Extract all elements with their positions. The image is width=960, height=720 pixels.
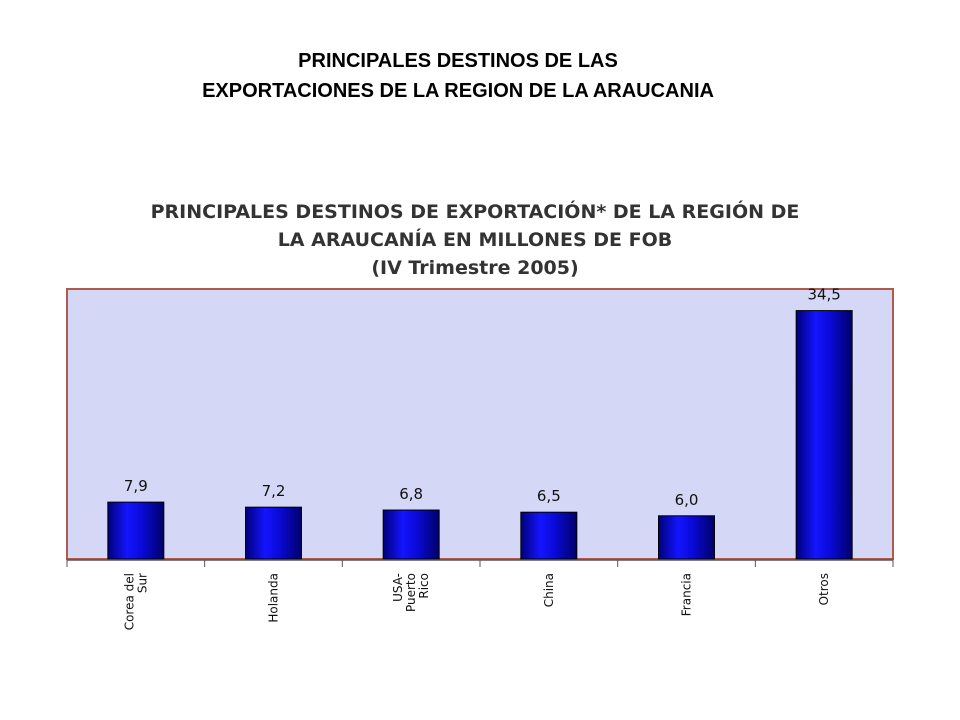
data-label: 7,2 <box>262 482 286 500</box>
category-label-line: Sur <box>135 573 149 593</box>
category-label: USA- Puerto Rico <box>391 573 431 612</box>
slide-title-line-1: PRINCIPALES DESTINOS DE LAS <box>298 50 618 72</box>
bar <box>107 501 165 560</box>
chart-title-line-3: (IV Trimestre 2005) <box>371 257 579 279</box>
data-label: 6,8 <box>399 485 423 503</box>
chart-title: PRINCIPALES DESTINOS DE EXPORTACIÓN* DE … <box>70 198 880 282</box>
data-label: 34,5 <box>807 286 840 304</box>
slide-title: PRINCIPALES DESTINOS DE LAS EXPORTACIONE… <box>0 46 916 106</box>
data-label: 7,9 <box>124 477 148 495</box>
slide-title-line-2: EXPORTACIONES DE LA REGION DE LA ARAUCAN… <box>202 80 714 102</box>
category-label: Francia <box>680 573 694 616</box>
chart-title-line-1: PRINCIPALES DESTINOS DE EXPORTACIÓN* DE … <box>150 201 800 223</box>
bar <box>245 506 302 560</box>
category-label-line: Puerto <box>404 573 418 612</box>
chart-title-line-2: LA ARAUCANÍA EN MILLONES DE FOB <box>277 229 673 251</box>
data-label: 6,5 <box>537 487 561 505</box>
bar <box>658 515 715 560</box>
category-label: Corea del Sur <box>122 573 149 630</box>
category-label-line: USA- <box>391 573 405 602</box>
category-label-line: Francia <box>680 573 694 616</box>
data-label: 6,0 <box>675 491 699 509</box>
plot-area <box>66 288 894 560</box>
bar <box>520 511 578 560</box>
category-label: China <box>542 573 556 607</box>
bar <box>382 509 440 560</box>
category-label-line: Otros <box>817 573 831 605</box>
category-label-line: China <box>542 573 556 607</box>
category-label-line: Corea del <box>122 573 136 630</box>
bar <box>795 310 853 560</box>
category-label-line: Holanda <box>267 573 281 623</box>
category-label: Otros <box>817 573 831 605</box>
category-label-line: Rico <box>417 573 431 599</box>
category-label: Holanda <box>267 573 281 623</box>
